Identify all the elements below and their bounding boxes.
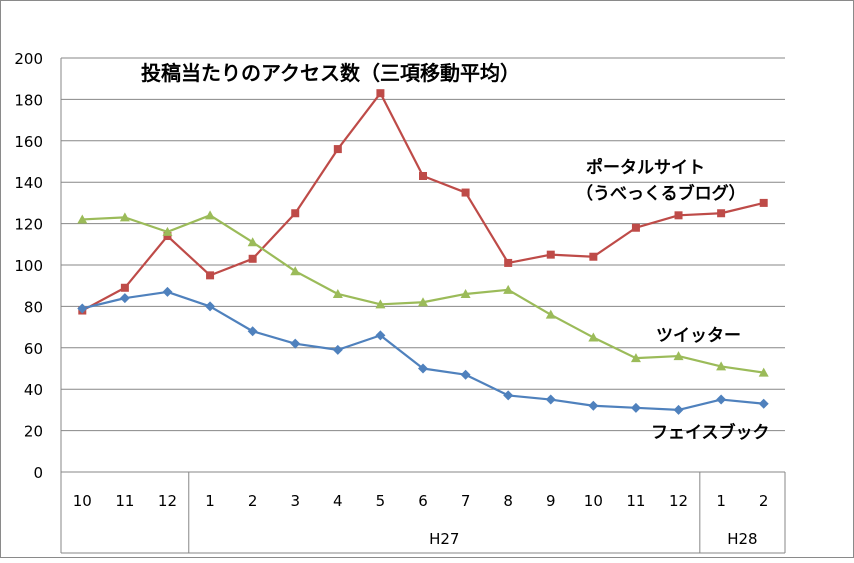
data-point-diamond [673,404,684,415]
x-tick-label: 12 [158,492,177,510]
x-group-label: H27 [429,530,459,548]
data-point-diamond [332,344,343,355]
data-point-diamond [162,286,173,297]
y-tick-label: 0 [33,464,43,482]
data-point-square [419,171,427,180]
y-tick-label: 60 [24,340,43,358]
series-label-portal-sub: （うべっくるブログ） [576,183,746,204]
data-point-triangle [673,351,684,361]
data-point-triangle [460,288,471,298]
data-point-square [759,198,768,207]
data-point-square [546,250,555,259]
data-point-triangle [375,299,386,309]
data-point-triangle [588,332,599,342]
data-point-square [333,145,342,154]
x-tick-label: 2 [759,492,769,510]
data-point-diamond [545,394,556,405]
x-tick-label: 9 [546,492,556,510]
data-point-triangle [162,226,173,236]
data-point-diamond [375,330,386,341]
data-point-diamond [247,326,258,337]
x-tick-label: 10 [73,492,92,510]
data-point-square [206,271,215,280]
data-point-diamond [758,398,769,409]
data-point-square [291,209,300,218]
data-point-triangle [418,297,428,307]
chart-title: 投稿当たりのアクセス数（三項移動平均） [141,61,520,85]
data-point-diamond [418,363,428,374]
y-tick-label: 80 [24,298,43,316]
data-point-square [717,209,726,218]
x-tick-label: 1 [205,492,215,510]
x-tick-label: 4 [333,492,343,510]
x-tick-label: 5 [376,492,386,510]
data-point-diamond [588,400,599,411]
y-tick-label: 40 [24,381,43,399]
data-point-square [589,252,598,261]
data-point-triangle [545,309,556,319]
data-point-triangle [758,367,769,377]
x-tick-label: 11 [115,492,134,510]
data-point-triangle [119,212,130,222]
series-label-portal: ポータルサイト [586,157,705,178]
data-point-diamond [290,338,301,349]
y-tick-label: 180 [14,91,43,109]
y-tick-label: 120 [14,216,43,234]
data-point-diamond [205,301,216,312]
data-point-square [248,254,257,263]
x-group-label: H28 [727,530,757,548]
data-point-square [376,89,385,98]
data-point-triangle [77,214,88,224]
x-tick-label: 1 [716,492,726,510]
data-point-diamond [503,390,514,401]
x-tick-label: 8 [503,492,513,510]
series-label-facebook: フェイスブック [651,422,770,443]
x-tick-label: 7 [461,492,471,510]
x-tick-label: 10 [584,492,603,510]
data-point-triangle [247,237,258,247]
series-lines [77,89,769,415]
data-point-square [631,223,640,232]
x-tick-label: 3 [290,492,300,510]
series-line [82,290,764,411]
data-point-square [461,188,470,197]
data-point-diamond [460,369,471,380]
data-point-diamond [77,303,88,314]
x-tick-label: 2 [248,492,258,510]
x-tick-label: 11 [626,492,645,510]
data-point-triangle [716,361,727,371]
data-point-triangle [205,210,216,220]
x-tick-label: 6 [418,492,428,510]
data-point-square [674,211,683,220]
data-point-diamond [119,293,130,304]
data-point-square [504,258,513,267]
y-tick-label: 100 [14,257,43,275]
data-point-triangle [332,288,343,298]
y-tick-label: 200 [14,50,43,68]
data-point-square [163,232,172,241]
series-labels: ポータルサイト （うべっくるブログ） ツイッター フェイスブック [576,157,770,443]
y-tick-label: 160 [14,133,43,151]
x-tick-label: 12 [669,492,688,510]
series-line [82,214,764,374]
gridlines [61,57,785,473]
series-label-twitter: ツイッター [656,326,741,346]
data-point-triangle [503,284,514,294]
data-point-triangle [290,266,301,276]
data-point-square [120,283,129,292]
data-point-diamond [716,394,727,405]
data-point-diamond [630,402,641,413]
data-point-triangle [630,353,641,363]
y-tick-label: 140 [14,174,43,192]
y-tick-label: 20 [24,423,43,441]
